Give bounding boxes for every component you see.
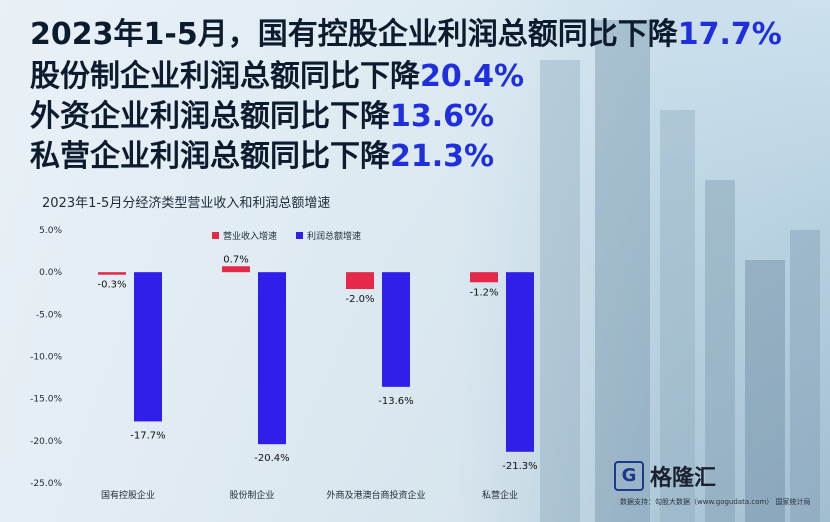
headline-4: 私营企业利润总额同比下降21.3% <box>30 142 494 172</box>
revenue-bar <box>98 272 126 275</box>
y-tick-label: 5.0% <box>39 226 62 236</box>
y-tick-label: -20.0% <box>30 437 62 447</box>
headline-3: 外资企业利润总额同比下降13.6% <box>30 102 494 132</box>
logo-mark: G <box>614 461 644 491</box>
headline-3-text: 外资企业利润总额同比下降 <box>30 99 390 134</box>
city-skyline-image <box>540 20 820 522</box>
headline-2-pct: 20.4% <box>420 59 525 94</box>
source-note: 数据支持：勾股大数据（www.gogudata.com） 国家统计局 <box>620 498 811 506</box>
revenue-bar <box>222 266 250 273</box>
profit-bar <box>506 272 534 452</box>
headline-1-text: 2023年1-5月，国有控股企业利润总额同比下降 <box>30 17 678 52</box>
revenue-data-label: -0.3% <box>97 280 126 291</box>
revenue-bar <box>346 272 374 290</box>
y-tick-label: -15.0% <box>30 395 62 405</box>
revenue-data-label: -2.0% <box>345 294 374 305</box>
revenue-bar <box>470 272 498 283</box>
headline-4-text: 私营企业利润总额同比下降 <box>30 139 390 174</box>
revenue-data-label: -1.2% <box>469 287 498 298</box>
logo-name: 格隆汇 <box>650 466 717 491</box>
profit-data-label: -20.4% <box>254 453 289 464</box>
x-category-label: 国有控股企业 <box>101 489 155 501</box>
legend-label-revenue: 营业收入增速 <box>223 230 277 242</box>
headline-2-text: 股份制企业利润总额同比下降 <box>30 59 420 94</box>
y-tick-label: 0.0% <box>39 268 62 278</box>
y-tick-label: -5.0% <box>36 310 63 320</box>
profit-bar <box>382 272 410 387</box>
headline-2: 股份制企业利润总额同比下降20.4% <box>30 62 524 92</box>
headline-1: 2023年1-5月，国有控股企业利润总额同比下降17.7% <box>30 20 782 50</box>
revenue-data-label: 0.7% <box>223 254 248 265</box>
profit-data-label: -17.7% <box>130 430 165 441</box>
x-category-label: 股份制企业 <box>229 489 274 501</box>
headline-3-pct: 13.6% <box>390 99 495 134</box>
headline-1-pct: 17.7% <box>677 17 782 52</box>
y-tick-label: -25.0% <box>30 479 62 489</box>
x-category-label: 外商及港澳台商投资企业 <box>326 489 425 501</box>
legend-label-profit: 利润总额增速 <box>307 230 361 242</box>
chart-title: 2023年1-5月分经济类型营业收入和利润总额增速 <box>42 196 331 211</box>
headline-4-pct: 21.3% <box>390 139 495 174</box>
profit-data-label: -21.3% <box>502 461 537 472</box>
y-tick-label: -10.0% <box>30 353 62 363</box>
bar-chart: 5.0% 0.0% -5.0% -10.0% -15.0% -20.0% -25.0% -0.… <box>30 226 538 501</box>
profit-bar <box>258 272 286 445</box>
profit-data-label: -13.6% <box>378 396 413 407</box>
x-category-label: 私营企业 <box>482 489 518 501</box>
profit-bar <box>134 272 162 422</box>
legend-swatch-profit <box>296 232 303 239</box>
legend-swatch-revenue <box>212 232 219 239</box>
logo: G 格隆汇 <box>614 460 716 492</box>
